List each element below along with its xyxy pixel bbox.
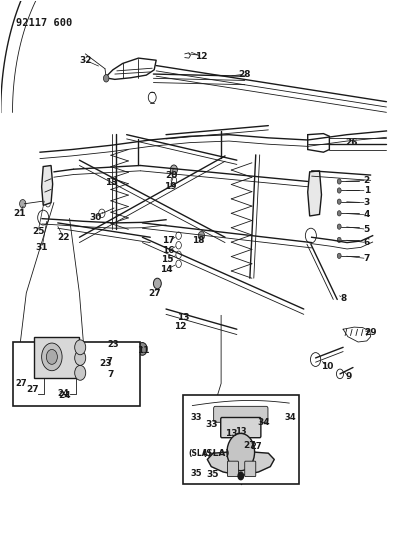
Text: 13: 13: [177, 312, 190, 321]
Circle shape: [198, 231, 205, 240]
Text: 13: 13: [105, 178, 117, 187]
Polygon shape: [308, 171, 322, 216]
Circle shape: [41, 343, 62, 370]
Bar: [182, 395, 299, 484]
Text: 3: 3: [364, 198, 370, 207]
Text: 9: 9: [346, 372, 352, 381]
Circle shape: [75, 340, 86, 355]
Text: 27: 27: [26, 385, 39, 394]
Circle shape: [170, 165, 177, 174]
Text: 15: 15: [160, 255, 173, 264]
Circle shape: [20, 199, 26, 208]
Text: 33: 33: [205, 420, 218, 429]
FancyBboxPatch shape: [34, 337, 79, 378]
Text: 10: 10: [321, 362, 334, 371]
Circle shape: [238, 472, 244, 480]
Text: 33: 33: [190, 413, 202, 422]
Text: 2: 2: [364, 176, 370, 185]
Text: 17: 17: [162, 237, 175, 246]
Text: 18: 18: [192, 237, 205, 246]
Text: 12: 12: [173, 321, 186, 330]
Text: 21: 21: [13, 209, 26, 218]
Text: 19: 19: [164, 182, 176, 191]
Text: 27: 27: [16, 378, 27, 387]
Text: 20: 20: [166, 171, 178, 180]
Circle shape: [75, 366, 86, 380]
Text: 23: 23: [107, 340, 118, 349]
Circle shape: [46, 350, 57, 365]
Text: 29: 29: [364, 328, 377, 337]
Text: 34: 34: [257, 418, 270, 427]
Text: 6: 6: [364, 238, 370, 247]
Text: 24: 24: [58, 391, 71, 400]
Text: 5: 5: [364, 225, 370, 234]
Circle shape: [103, 75, 109, 82]
Circle shape: [227, 433, 254, 471]
FancyBboxPatch shape: [228, 461, 239, 477]
Text: 35: 35: [190, 469, 202, 478]
Text: 4: 4: [363, 211, 370, 220]
Text: 22: 22: [57, 233, 70, 243]
Text: 7: 7: [107, 357, 113, 366]
Bar: [13, 342, 141, 406]
Text: 28: 28: [239, 70, 251, 78]
Text: 30: 30: [89, 213, 102, 222]
Text: 27: 27: [243, 441, 256, 450]
Text: 23: 23: [100, 359, 112, 368]
Text: 8: 8: [340, 294, 346, 303]
Text: 11: 11: [137, 346, 150, 355]
Circle shape: [337, 237, 341, 243]
Polygon shape: [41, 165, 53, 205]
Text: 32: 32: [79, 56, 92, 64]
Text: 35: 35: [206, 471, 219, 479]
Text: 26: 26: [345, 138, 357, 147]
Text: (SLA): (SLA): [188, 449, 212, 458]
Circle shape: [337, 211, 341, 216]
Text: 14: 14: [160, 265, 173, 273]
Text: 31: 31: [36, 244, 48, 253]
Text: 7: 7: [108, 370, 114, 379]
Text: 13: 13: [225, 430, 237, 439]
Polygon shape: [207, 450, 274, 475]
Circle shape: [337, 188, 341, 193]
Text: 16: 16: [162, 246, 175, 255]
Text: 27: 27: [148, 288, 160, 297]
FancyBboxPatch shape: [214, 406, 268, 422]
Text: 27: 27: [250, 442, 262, 451]
Text: 7: 7: [363, 254, 370, 263]
Text: 34: 34: [284, 413, 296, 422]
Circle shape: [337, 179, 341, 184]
Text: 25: 25: [32, 227, 44, 236]
Circle shape: [337, 224, 341, 229]
Circle shape: [337, 199, 341, 204]
Text: 12: 12: [195, 52, 208, 61]
Circle shape: [153, 278, 161, 289]
Circle shape: [337, 253, 341, 259]
Text: 1: 1: [364, 186, 370, 195]
Text: 92117 600: 92117 600: [17, 18, 73, 28]
Circle shape: [138, 343, 147, 356]
Text: (SLA): (SLA): [203, 449, 230, 458]
Text: 13: 13: [235, 427, 246, 437]
Text: 24: 24: [58, 389, 70, 398]
Circle shape: [75, 351, 86, 366]
FancyBboxPatch shape: [245, 461, 256, 477]
FancyBboxPatch shape: [221, 417, 261, 438]
